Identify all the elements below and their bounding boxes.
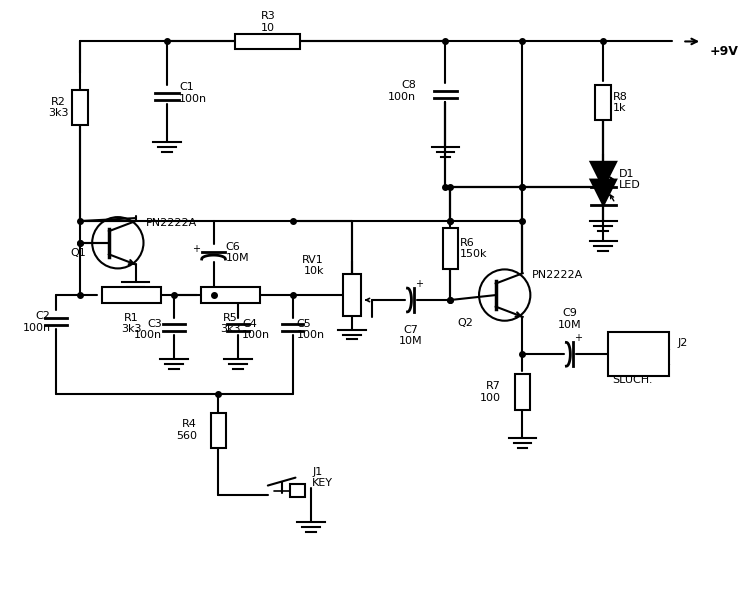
Text: Q2: Q2 [458, 317, 473, 328]
Text: C9
10M: C9 10M [558, 308, 582, 329]
Bar [443, 228, 458, 269]
Text: +9V: +9V [710, 46, 739, 58]
Text: C6
10M: C6 10M [225, 242, 249, 263]
Bar [515, 374, 530, 410]
Bar [289, 484, 305, 497]
Bar [343, 274, 361, 316]
Text: R2
3k3: R2 3k3 [48, 97, 69, 118]
Text: +: + [574, 334, 583, 343]
Text: C3
100n: C3 100n [134, 319, 162, 340]
Text: PN2222A: PN2222A [146, 218, 196, 228]
Text: C1
100n: C1 100n [179, 82, 207, 104]
Text: Q1: Q1 [71, 248, 86, 257]
Text: RV1
10k: RV1 10k [302, 254, 324, 276]
Text: D1
LED: D1 LED [619, 169, 641, 190]
Text: R5
3k3: R5 3k3 [220, 313, 240, 334]
Bar [595, 85, 612, 121]
Text: R1
3k3: R1 3k3 [121, 313, 142, 334]
Text: R4
560: R4 560 [176, 419, 197, 441]
Bar [102, 287, 161, 303]
Text: SLUCH.: SLUCH. [613, 375, 653, 385]
Text: R7
100: R7 100 [480, 381, 501, 403]
Text: C4
100n: C4 100n [243, 319, 270, 340]
Text: R6
150k: R6 150k [461, 238, 488, 259]
Text: C2
100n: C2 100n [22, 311, 51, 332]
Text: R3
10: R3 10 [260, 11, 275, 32]
Bar [211, 413, 226, 448]
Bar [201, 287, 260, 303]
Text: +: + [192, 244, 200, 254]
Text: R8
1k: R8 1k [613, 92, 628, 113]
Bar [609, 332, 670, 376]
Text: C8
100n: C8 100n [388, 80, 416, 101]
Text: J2: J2 [677, 338, 687, 349]
Bar [72, 90, 89, 125]
Text: +: + [415, 279, 423, 289]
Polygon shape [591, 162, 616, 187]
Text: C5
100n: C5 100n [296, 319, 324, 340]
Text: J1
KEY: J1 KEY [312, 467, 333, 488]
Text: C7
10M: C7 10M [399, 325, 423, 346]
Polygon shape [591, 179, 616, 205]
Bar [235, 34, 301, 49]
Text: PN2222A: PN2222A [532, 271, 583, 280]
